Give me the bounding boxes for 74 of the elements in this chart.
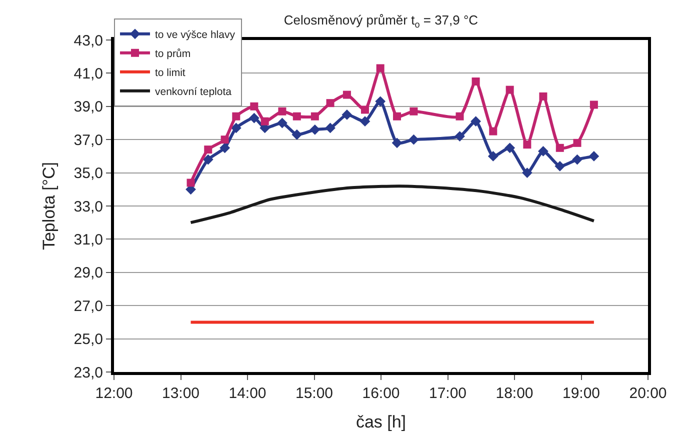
legend-label: venkovní teplota bbox=[155, 86, 232, 98]
point bbox=[556, 144, 564, 152]
y-tick-label: 31,0 bbox=[74, 231, 103, 248]
y-tick-label: 23,0 bbox=[74, 364, 103, 382]
x-tick-label: 17:00 bbox=[428, 385, 467, 402]
point bbox=[472, 78, 480, 86]
x-tick-label: 19:00 bbox=[562, 385, 600, 402]
point bbox=[470, 116, 481, 127]
point bbox=[342, 90, 351, 99]
point bbox=[522, 168, 532, 178]
x-tick-label: 18:00 bbox=[496, 385, 534, 402]
point bbox=[326, 99, 334, 108]
point bbox=[523, 140, 532, 149]
y-tick-label: 35,0 bbox=[74, 165, 103, 182]
point bbox=[572, 154, 582, 165]
point bbox=[325, 122, 336, 134]
point bbox=[456, 112, 464, 120]
legend-label: to ve výšce hlavy bbox=[155, 29, 236, 42]
legend-label: to limit bbox=[155, 67, 186, 80]
point bbox=[376, 64, 384, 72]
point bbox=[410, 107, 418, 116]
point bbox=[310, 112, 319, 120]
y-tick-label: 33,0 bbox=[74, 198, 103, 216]
point bbox=[248, 112, 260, 124]
point bbox=[588, 151, 600, 162]
point bbox=[573, 138, 582, 147]
y-tick-label: 29,0 bbox=[74, 264, 103, 282]
x-tick-label: 20:00 bbox=[629, 385, 667, 402]
x-tick-label: 16:00 bbox=[362, 385, 400, 402]
point bbox=[554, 160, 566, 172]
point bbox=[489, 127, 498, 136]
point bbox=[220, 136, 229, 144]
y-tick-label: 41,0 bbox=[74, 65, 103, 82]
point bbox=[590, 100, 598, 109]
point bbox=[232, 112, 240, 120]
point bbox=[504, 142, 516, 154]
point bbox=[506, 86, 514, 94]
point bbox=[277, 118, 288, 128]
x-axis-title: čas [h] bbox=[356, 412, 406, 432]
chart-title: Celosměnový průměr t$_{o}$ = 37,9 °C bbox=[284, 12, 478, 30]
y-tick-label: 39,0 bbox=[74, 98, 103, 116]
y-tick-label: 43,0 bbox=[74, 32, 103, 50]
point bbox=[454, 131, 465, 142]
point bbox=[204, 146, 212, 154]
point bbox=[230, 122, 242, 134]
point bbox=[408, 134, 419, 145]
point bbox=[250, 102, 258, 110]
point bbox=[392, 138, 402, 148]
point bbox=[375, 96, 386, 107]
y-tick-label: 37,0 bbox=[74, 132, 103, 149]
x-tick-label: 14:00 bbox=[228, 385, 266, 402]
point bbox=[360, 106, 369, 114]
x-tick-label: 15:00 bbox=[295, 385, 334, 402]
point bbox=[186, 178, 195, 187]
x-tick-label: 12:00 bbox=[95, 385, 133, 402]
y-tick-label: 27,0 bbox=[74, 298, 103, 315]
y-tick-label: 25,0 bbox=[74, 331, 103, 348]
point bbox=[360, 116, 370, 127]
x-tick-label: 13:00 bbox=[162, 385, 200, 402]
point bbox=[488, 151, 498, 162]
point bbox=[278, 107, 286, 116]
y-axis-title: Teplota [°C] bbox=[39, 162, 58, 250]
point bbox=[292, 112, 301, 120]
point bbox=[393, 112, 402, 120]
point bbox=[202, 154, 214, 165]
legend-label: to prům bbox=[155, 48, 191, 60]
point bbox=[538, 146, 548, 156]
point bbox=[260, 117, 269, 126]
point bbox=[310, 124, 320, 135]
point bbox=[292, 129, 302, 140]
line-series bbox=[189, 184, 596, 224]
point bbox=[539, 92, 548, 100]
point bbox=[220, 142, 230, 154]
point bbox=[342, 110, 352, 120]
